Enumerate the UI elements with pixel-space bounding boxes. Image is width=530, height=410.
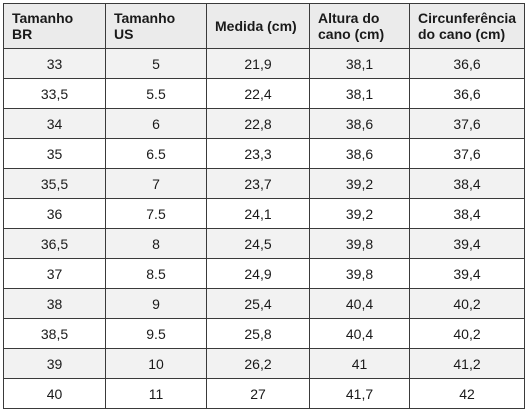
table-cell: 6.5 bbox=[105, 138, 207, 169]
table-cell: 41,7 bbox=[309, 378, 410, 409]
table-cell: 39,4 bbox=[409, 258, 525, 289]
table-cell: 9.5 bbox=[105, 318, 207, 349]
table-cell: 9 bbox=[105, 288, 207, 319]
table-row: 38,5 9.5 25,8 40,4 40,2 bbox=[3, 318, 525, 349]
table-cell: 8.5 bbox=[105, 258, 207, 289]
table-cell: 40,4 bbox=[309, 288, 410, 319]
table-cell: 39,8 bbox=[309, 258, 410, 289]
header-cell: Tamanho BR bbox=[3, 3, 106, 49]
header-row: Tamanho BR Tamanho US Medida (cm) Altura do… bbox=[3, 3, 525, 49]
table-cell: 22,4 bbox=[206, 78, 310, 109]
table-cell: 21,9 bbox=[206, 48, 310, 79]
table-cell: 40,2 bbox=[409, 318, 525, 349]
table-cell: 39,2 bbox=[309, 198, 410, 229]
table-row: 38 9 25,4 40,4 40,2 bbox=[3, 288, 525, 319]
size-table: Tamanho BR Tamanho US Medida (cm) Altura do… bbox=[3, 3, 525, 409]
table-row: 33,5 5.5 22,4 38,1 36,6 bbox=[3, 78, 525, 109]
table-cell: 5.5 bbox=[105, 78, 207, 109]
table-cell: 22,8 bbox=[206, 108, 310, 139]
table-row: 36,5 8 24,5 39,8 39,4 bbox=[3, 228, 525, 259]
table-cell: 38 bbox=[3, 288, 106, 319]
table-cell: 33 bbox=[3, 48, 106, 79]
table-cell: 40 bbox=[3, 378, 106, 409]
table-cell: 39 bbox=[3, 348, 106, 379]
table-row: 36 7.5 24,1 39,2 38,4 bbox=[3, 198, 525, 229]
table-cell: 40,2 bbox=[409, 288, 525, 319]
table-cell: 38,6 bbox=[309, 108, 410, 139]
table-header: Tamanho BR Tamanho US Medida (cm) Altura do… bbox=[3, 3, 525, 49]
table-cell: 38,6 bbox=[309, 138, 410, 169]
table-cell: 38,4 bbox=[409, 168, 525, 199]
table-cell: 36,6 bbox=[409, 48, 525, 79]
table-cell: 23,3 bbox=[206, 138, 310, 169]
table-row: 33 5 21,9 38,1 36,6 bbox=[3, 48, 525, 79]
table-cell: 26,2 bbox=[206, 348, 310, 379]
table-cell: 39,2 bbox=[309, 168, 410, 199]
table-cell: 6 bbox=[105, 108, 207, 139]
table-cell: 40,4 bbox=[309, 318, 410, 349]
table-cell: 5 bbox=[105, 48, 207, 79]
table-cell: 24,1 bbox=[206, 198, 310, 229]
table-row: 34 6 22,8 38,6 37,6 bbox=[3, 108, 525, 139]
table-cell: 7 bbox=[105, 168, 207, 199]
table-cell: 38,5 bbox=[3, 318, 106, 349]
table-cell: 8 bbox=[105, 228, 207, 259]
table-cell: 37,6 bbox=[409, 108, 525, 139]
table-cell: 24,5 bbox=[206, 228, 310, 259]
table-cell: 10 bbox=[105, 348, 207, 379]
table-cell: 34 bbox=[3, 108, 106, 139]
table-cell: 36,6 bbox=[409, 78, 525, 109]
table-cell: 11 bbox=[105, 378, 207, 409]
table-body: 33 5 21,9 38,1 36,6 33,5 5.5 22,4 38,1 36,6 34 6 22,… bbox=[3, 48, 525, 409]
table-cell: 38,1 bbox=[309, 48, 410, 79]
table-row: 40 11 27 41,7 42 bbox=[3, 378, 525, 409]
table-cell: 25,4 bbox=[206, 288, 310, 319]
table-cell: 23,7 bbox=[206, 168, 310, 199]
table-row: 35,5 7 23,7 39,2 38,4 bbox=[3, 168, 525, 199]
table-cell: 36,5 bbox=[3, 228, 106, 259]
table-cell: 27 bbox=[206, 378, 310, 409]
table-cell: 35,5 bbox=[3, 168, 106, 199]
table-cell: 38,4 bbox=[409, 198, 525, 229]
table-cell: 37,6 bbox=[409, 138, 525, 169]
table-cell: 38,1 bbox=[309, 78, 410, 109]
table-cell: 39,4 bbox=[409, 228, 525, 259]
table-cell: 33,5 bbox=[3, 78, 106, 109]
table-cell: 35 bbox=[3, 138, 106, 169]
table-cell: 7.5 bbox=[105, 198, 207, 229]
table-cell: 25,8 bbox=[206, 318, 310, 349]
header-cell: Circunferência do cano (cm) bbox=[409, 3, 525, 49]
table-cell: 42 bbox=[409, 378, 525, 409]
table-row: 37 8.5 24,9 39,8 39,4 bbox=[3, 258, 525, 289]
header-cell: Altura do cano (cm) bbox=[309, 3, 410, 49]
table-cell: 37 bbox=[3, 258, 106, 289]
table-cell: 41 bbox=[309, 348, 410, 379]
table-cell: 41,2 bbox=[409, 348, 525, 379]
header-cell: Medida (cm) bbox=[206, 3, 310, 49]
table-cell: 36 bbox=[3, 198, 106, 229]
table-cell: 39,8 bbox=[309, 228, 410, 259]
header-cell: Tamanho US bbox=[105, 3, 207, 49]
table-cell: 24,9 bbox=[206, 258, 310, 289]
table-row: 39 10 26,2 41 41,2 bbox=[3, 348, 525, 379]
table-row: 35 6.5 23,3 38,6 37,6 bbox=[3, 138, 525, 169]
